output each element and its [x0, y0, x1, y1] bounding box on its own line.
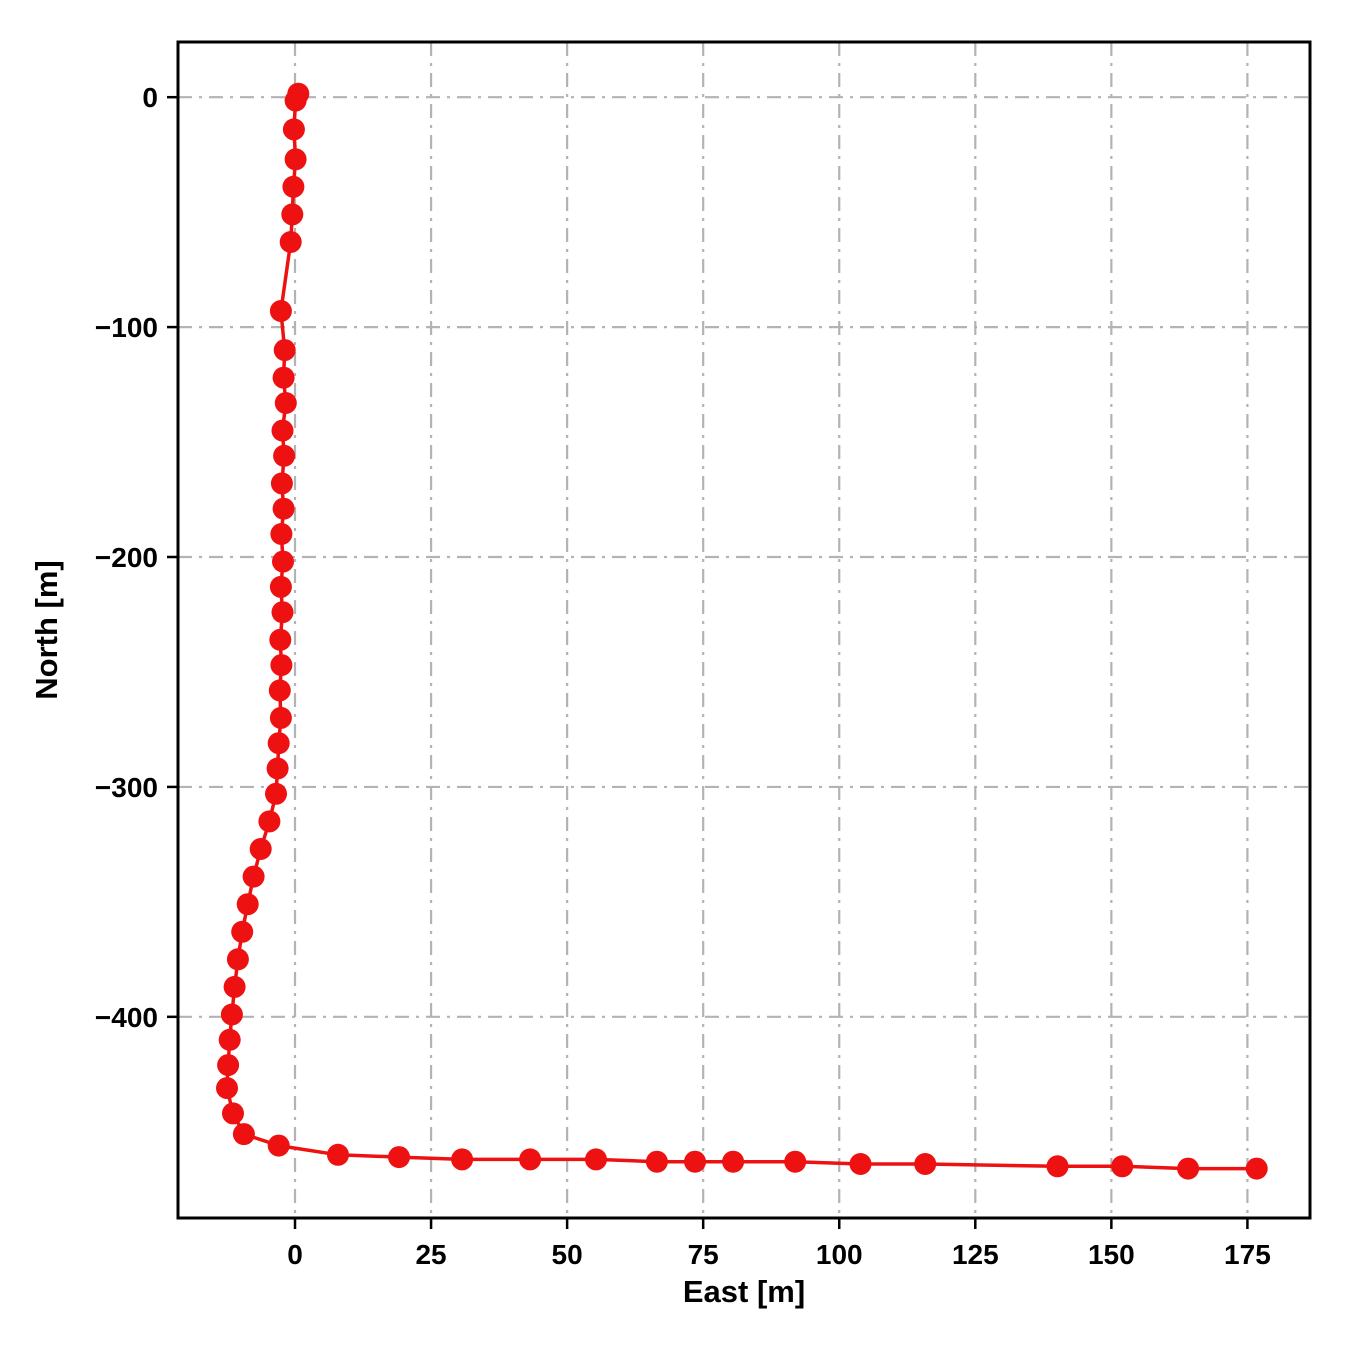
x-tick-label: 150	[1088, 1239, 1135, 1270]
trajectory-marker	[269, 575, 292, 598]
y-tick-label: −200	[95, 542, 158, 573]
trajectory-marker	[722, 1150, 745, 1173]
trajectory-marker	[266, 757, 289, 780]
trajectory-marker	[1245, 1157, 1268, 1180]
trajectory-marker	[231, 920, 254, 943]
trajectory-marker	[271, 419, 294, 442]
x-axis-label: East [m]	[683, 1274, 805, 1309]
trajectory-marker	[327, 1143, 349, 1166]
trajectory-marker	[249, 838, 272, 860]
trajectory-marker	[270, 472, 293, 495]
trajectory-marker	[645, 1150, 668, 1173]
trajectory-marker	[269, 628, 292, 651]
axis-ticks	[167, 95, 1249, 1229]
trajectory-marker	[236, 893, 259, 916]
trajectory-marker	[272, 366, 295, 389]
x-tick-label: 50	[552, 1239, 583, 1270]
trajectory-marker	[220, 1003, 243, 1026]
y-tick-label: −100	[95, 312, 158, 343]
x-tick-label: 25	[415, 1239, 446, 1270]
trajectory-marker	[274, 392, 297, 414]
trajectory-marker	[849, 1153, 872, 1175]
trajectory-marker	[451, 1148, 474, 1171]
tick-labels: 0 25 50 75 100 125 150 175 0 −100 −200 −300 −400	[95, 82, 1271, 1270]
trajectory-marker	[216, 1077, 238, 1100]
trajectory-marker	[784, 1150, 807, 1173]
trajectory-marker	[519, 1148, 542, 1171]
y-tick-label: 0	[142, 82, 158, 113]
trajectory-marker	[223, 975, 246, 998]
trajectory-marker	[269, 300, 292, 322]
trajectory-marker	[217, 1054, 240, 1077]
trajectory-marker	[265, 782, 287, 805]
trajectory-marker	[272, 550, 294, 573]
trajectory-marker	[268, 679, 291, 702]
trajectory-marker	[222, 1102, 244, 1125]
trajectory-marker	[273, 444, 296, 467]
grid-lines	[178, 42, 1310, 1218]
trajectory-marker	[267, 732, 290, 755]
axes-spines	[176, 40, 1312, 1220]
trajectory-marker	[1046, 1155, 1069, 1178]
trajectory-marker	[1111, 1155, 1134, 1178]
y-tick-label: −300	[95, 772, 158, 803]
trajectory-marker	[242, 865, 265, 888]
trajectory-marker	[284, 148, 307, 171]
trajectory-marker	[226, 948, 249, 971]
x-tick-label: 125	[952, 1239, 999, 1270]
trajectory-marker	[585, 1148, 607, 1171]
trajectory-marker	[281, 203, 304, 226]
trajectory-marker	[914, 1153, 937, 1175]
trajectory-marker	[270, 523, 293, 545]
trajectory-marker	[1177, 1157, 1200, 1180]
trajectory-marker	[282, 175, 305, 198]
x-tick-label: 75	[688, 1239, 719, 1270]
trajectory-marker	[273, 339, 296, 362]
x-tick-label: 0	[287, 1239, 303, 1270]
trajectory-marker	[270, 654, 293, 677]
trajectory-marker	[388, 1146, 410, 1169]
trajectory-marker	[272, 497, 295, 520]
trajectory-marker	[684, 1150, 706, 1173]
x-tick-label: 175	[1224, 1239, 1271, 1270]
trajectory-marker	[232, 1123, 255, 1146]
trajectory-marker	[258, 810, 281, 833]
trajectory-marker	[271, 601, 294, 624]
y-axis-label: North [m]	[29, 560, 64, 699]
trajectory-marker	[218, 1028, 241, 1051]
trajectory-marker	[279, 231, 302, 253]
trajectory-markers	[216, 82, 1268, 1180]
y-tick-label: −400	[95, 1002, 158, 1033]
trajectory-marker	[284, 89, 307, 112]
x-tick-label: 100	[816, 1239, 863, 1270]
trajectory-marker	[269, 706, 292, 729]
trajectory-marker	[282, 118, 305, 141]
trajectory-marker	[267, 1134, 290, 1157]
